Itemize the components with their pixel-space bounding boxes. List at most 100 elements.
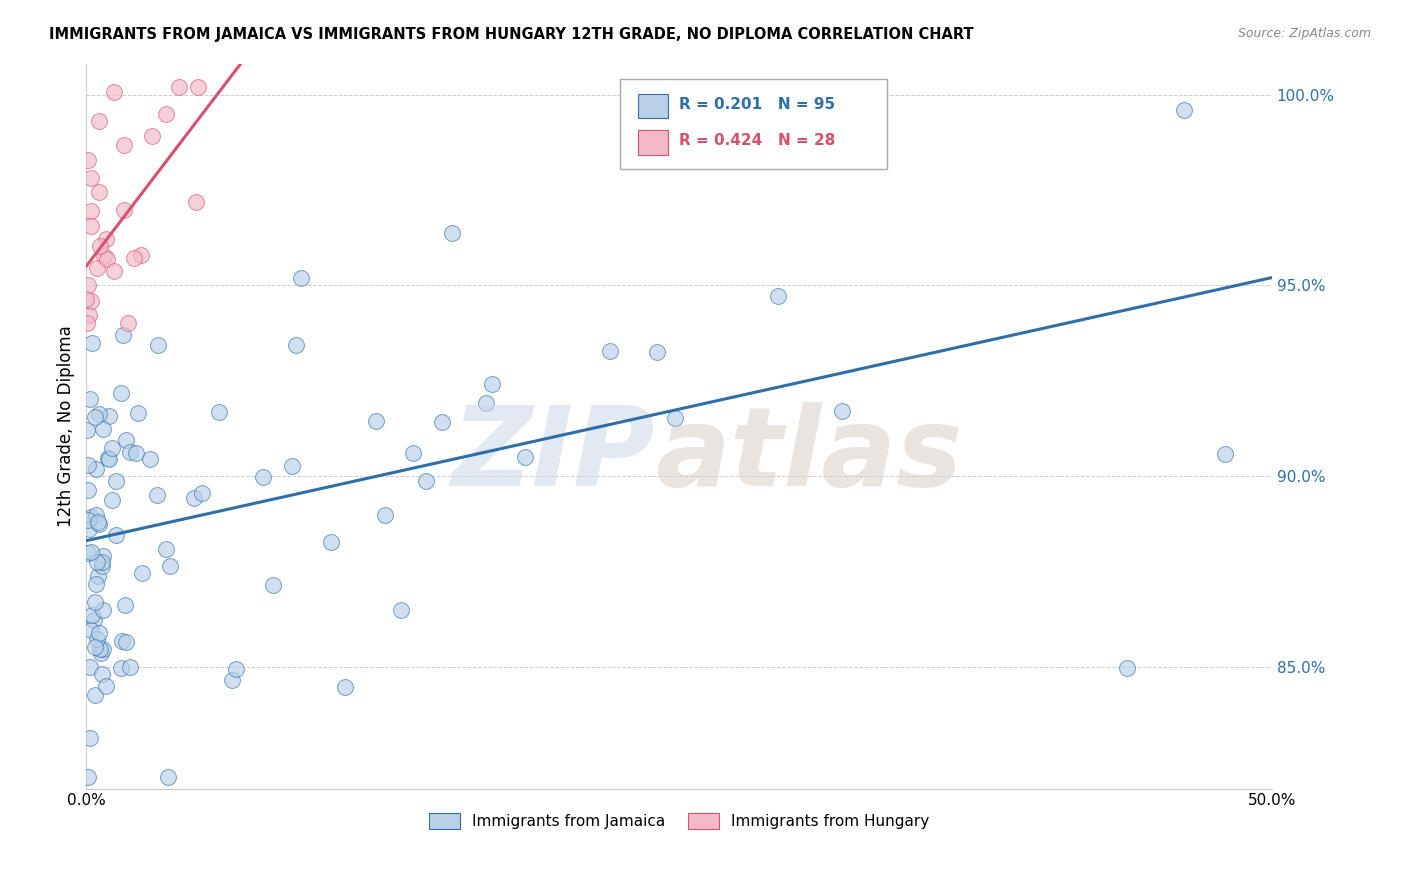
Point — [76, 513, 98, 527]
Point — [766, 289, 789, 303]
Point — [112, 328, 135, 343]
Point — [221, 673, 243, 688]
Point — [80, 545, 103, 559]
Point — [146, 488, 169, 502]
Point — [187, 79, 209, 94]
Point — [647, 345, 669, 359]
Point — [89, 642, 111, 657]
Point — [89, 516, 111, 531]
Point — [75, 292, 97, 306]
Point — [91, 641, 114, 656]
Point — [97, 452, 120, 467]
Point — [83, 640, 105, 654]
Point — [281, 459, 304, 474]
Point — [664, 411, 686, 425]
Point — [96, 679, 118, 693]
Point — [79, 660, 101, 674]
FancyBboxPatch shape — [620, 78, 887, 169]
Point — [90, 646, 112, 660]
Point — [124, 446, 146, 460]
Point — [115, 635, 138, 649]
Point — [100, 442, 122, 456]
Point — [86, 632, 108, 646]
Point — [284, 337, 307, 351]
Point — [599, 344, 621, 359]
Point — [155, 107, 177, 121]
Point — [141, 128, 163, 143]
Point — [87, 113, 110, 128]
Point — [83, 613, 105, 627]
Point — [84, 689, 107, 703]
Text: R = 0.201   N = 95: R = 0.201 N = 95 — [679, 97, 835, 112]
Point — [131, 566, 153, 580]
Point — [415, 474, 437, 488]
Point — [97, 450, 120, 465]
Point — [80, 294, 103, 309]
Point — [157, 770, 180, 784]
Point — [77, 522, 100, 536]
Point — [146, 338, 169, 352]
Point — [122, 251, 145, 265]
Point — [90, 559, 112, 574]
Point — [110, 386, 132, 401]
Point — [84, 595, 107, 609]
Point — [93, 249, 115, 263]
Point — [167, 79, 190, 94]
Point — [225, 662, 247, 676]
Point — [87, 185, 110, 199]
Point — [515, 450, 537, 464]
Bar — [637, 94, 668, 119]
Point — [84, 508, 107, 522]
Point — [80, 335, 103, 350]
Text: R = 0.424   N = 28: R = 0.424 N = 28 — [679, 133, 835, 148]
Point — [401, 446, 423, 460]
Point — [1116, 661, 1139, 675]
Text: Source: ZipAtlas.com: Source: ZipAtlas.com — [1237, 27, 1371, 40]
Point — [115, 433, 138, 447]
Point — [86, 556, 108, 570]
Text: IMMIGRANTS FROM JAMAICA VS IMMIGRANTS FROM HUNGARY 12TH GRADE, NO DIPLOMA CORREL: IMMIGRANTS FROM JAMAICA VS IMMIGRANTS FR… — [49, 27, 974, 42]
Point — [374, 508, 396, 522]
Point — [89, 626, 111, 640]
Bar — [637, 130, 668, 154]
Point — [76, 316, 98, 330]
Point — [290, 270, 312, 285]
Point — [77, 458, 100, 473]
Point — [111, 633, 134, 648]
Point — [100, 493, 122, 508]
Point — [319, 534, 342, 549]
Point — [93, 549, 115, 563]
Point — [389, 603, 412, 617]
Point — [91, 602, 114, 616]
Point — [131, 248, 153, 262]
Point — [80, 219, 103, 233]
Point — [208, 405, 231, 419]
Point — [117, 316, 139, 330]
Point — [89, 239, 111, 253]
Point — [77, 546, 100, 560]
Point — [1173, 103, 1195, 117]
Point — [77, 278, 100, 293]
Point — [104, 474, 127, 488]
Point — [366, 414, 388, 428]
Point — [87, 407, 110, 421]
Point — [96, 252, 118, 266]
Point — [86, 260, 108, 275]
Point — [139, 452, 162, 467]
Point — [104, 528, 127, 542]
Point — [94, 232, 117, 246]
Point — [91, 555, 114, 569]
Point — [114, 598, 136, 612]
Point — [430, 416, 453, 430]
Point — [91, 422, 114, 436]
Point — [475, 396, 498, 410]
Point — [79, 510, 101, 524]
Point — [120, 445, 142, 459]
Point — [86, 515, 108, 529]
Point — [86, 568, 108, 582]
Legend: Immigrants from Jamaica, Immigrants from Hungary: Immigrants from Jamaica, Immigrants from… — [423, 807, 935, 835]
Text: atlas: atlas — [655, 401, 963, 508]
Point — [118, 660, 141, 674]
Point — [184, 194, 207, 209]
Point — [97, 409, 120, 424]
